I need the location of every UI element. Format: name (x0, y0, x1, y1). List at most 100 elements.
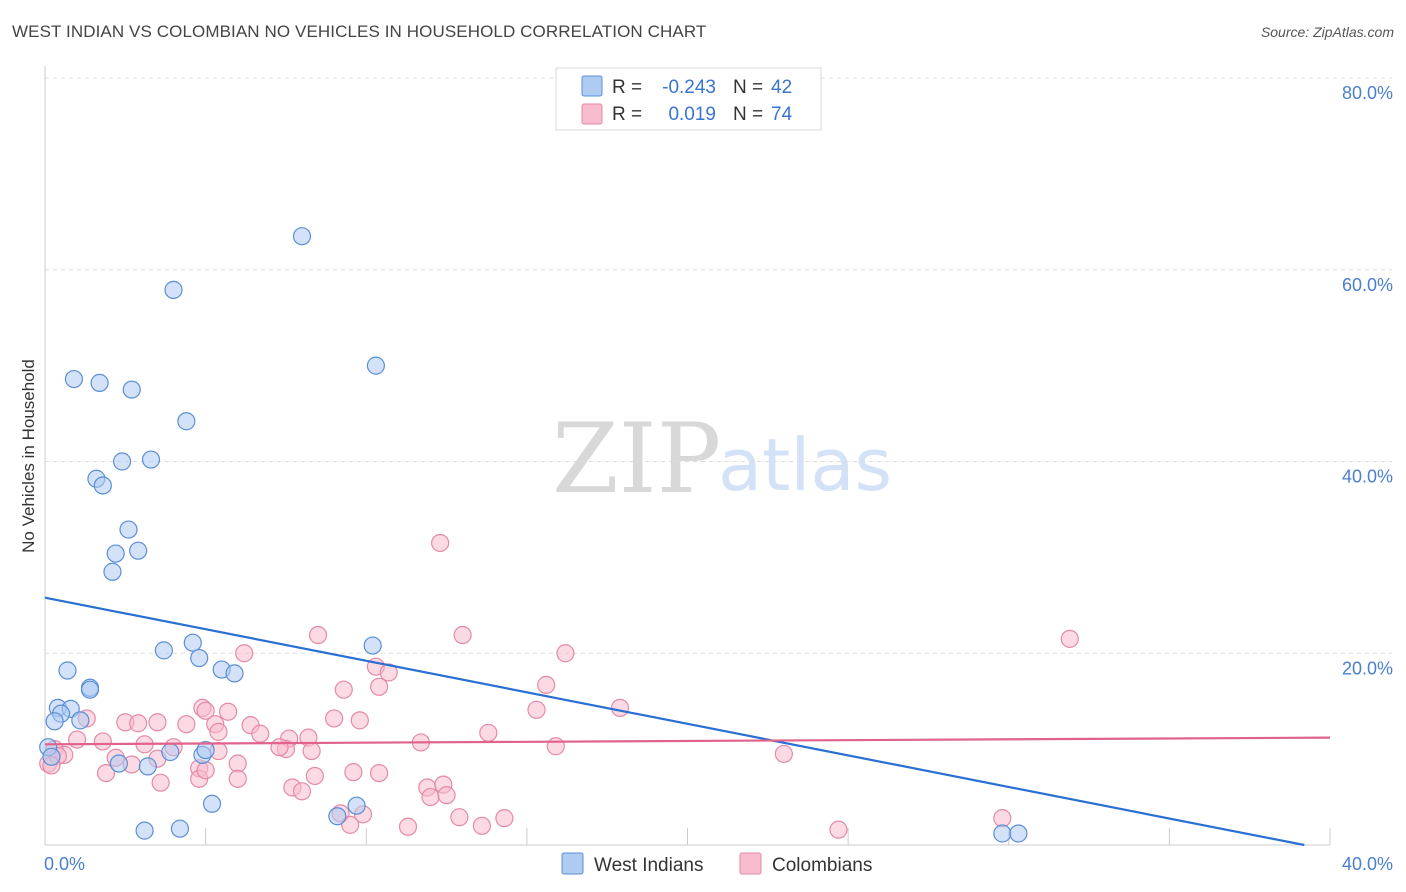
west-indian-point (103, 562, 122, 581)
y-tick-label: 80.0% (1342, 83, 1393, 103)
colombian-point (196, 761, 215, 780)
colombian-point (370, 677, 389, 696)
colombian-point (344, 763, 363, 782)
colombian-point (209, 722, 228, 741)
legend-n-label-pink: N = (733, 104, 763, 125)
colombian-point (370, 763, 389, 783)
west-indian-point (161, 742, 180, 762)
legend-swatch-pink (581, 103, 603, 125)
watermark: ZIP atlas (552, 403, 892, 515)
colombian-point (68, 730, 87, 749)
legend-r-label-pink: R = (612, 104, 642, 125)
colombian-point (527, 700, 546, 719)
legend-r-value-pink: 0.019 (668, 104, 716, 125)
legend-n-value-pink: 74 (771, 104, 793, 125)
legend-bottom-label-blue: West Indians (594, 855, 703, 876)
colombian-point (398, 817, 418, 836)
y-axis-label: No Vehicles in Household (19, 359, 38, 553)
west-indians-trend-line (44, 596, 1305, 847)
legend-bottom-swatch-blue (561, 852, 584, 875)
west-indian-point (202, 794, 222, 813)
source-label: Source: ZipAtlas.com (1260, 24, 1394, 40)
west-indian-point (119, 520, 138, 539)
west-indian-point (190, 648, 209, 668)
colombian-point (431, 533, 450, 553)
colombian-point (350, 711, 369, 730)
colombian-point (148, 713, 167, 732)
legend-bottom-swatch-pink (739, 852, 762, 875)
west-indian-point (90, 373, 109, 392)
colombian-point (308, 625, 328, 645)
west-indian-point (993, 824, 1012, 843)
legend-bottom: West Indians Colombians (561, 852, 872, 876)
colombian-point (228, 769, 247, 788)
colombian-point (479, 723, 498, 742)
west-indian-point (170, 819, 190, 838)
colombian-point (341, 815, 360, 834)
colombian-point (421, 787, 440, 807)
west-indian-point (64, 369, 84, 389)
west-indian-point (164, 280, 183, 299)
west-indian-point (58, 661, 77, 680)
colombian-point (177, 715, 196, 734)
west-indian-point (347, 796, 366, 815)
colombian-point (556, 644, 575, 663)
legend-n-label-blue: N = (733, 77, 763, 98)
chart-title: WEST INDIAN VS COLOMBIAN NO VEHICLES IN … (12, 22, 707, 41)
colombian-point (292, 782, 312, 801)
west-indian-point (106, 544, 125, 563)
colombian-point (379, 663, 398, 682)
west-indian-point (138, 757, 157, 776)
colombian-point (453, 625, 472, 645)
legend-n-value-blue: 42 (771, 77, 792, 98)
west-indian-point (80, 680, 100, 699)
colombian-point (129, 714, 148, 733)
grid (45, 77, 1392, 654)
west-indian-point (45, 712, 64, 731)
x-tick-label-max: 40.0% (1342, 854, 1393, 874)
colombian-point (472, 816, 491, 835)
colombians-trend-line (44, 736, 1331, 746)
colombian-point (829, 820, 848, 839)
west-indian-point (109, 754, 128, 773)
trend-lines (44, 596, 1331, 847)
west-indian-point (141, 450, 161, 469)
legend-r-value-blue: -0.243 (662, 77, 716, 98)
colombian-point (151, 773, 170, 792)
colombian-point (495, 809, 514, 828)
west-indian-point (122, 380, 141, 399)
west-indian-point (154, 641, 173, 660)
legend-r-label-blue: R = (612, 77, 642, 98)
colombian-point (251, 724, 270, 743)
colombian-point (334, 680, 353, 699)
colombian-point (93, 732, 112, 751)
y-tick-label: 60.0% (1342, 275, 1393, 295)
axes: 20.0% 40.0% 60.0% 80.0% 0.0% 40.0% (44, 66, 1393, 874)
y-tick-label: 20.0% (1342, 658, 1393, 678)
west-indian-point (292, 227, 312, 246)
colombian-point (774, 744, 793, 764)
colombian-point (302, 741, 321, 761)
colombian-point (325, 709, 344, 728)
west-indian-point (225, 664, 244, 683)
colombian-point (1060, 629, 1079, 648)
colombian-point (228, 754, 247, 773)
colombian-point (610, 698, 630, 717)
west-indian-point (177, 412, 196, 431)
colombian-point (219, 702, 238, 721)
colombian-point (546, 737, 565, 756)
colombian-point (437, 786, 456, 805)
west-indian-point (135, 821, 154, 840)
west-indian-point (71, 711, 90, 730)
west-indian-point (42, 747, 61, 766)
colombians-points (39, 533, 1079, 839)
colombian-point (196, 701, 215, 720)
legend-top: R = -0.243 N = 42 R = 0.019 N = 74 (555, 67, 822, 131)
west-indian-point (129, 541, 148, 560)
y-tick-label: 40.0% (1342, 467, 1393, 487)
colombian-point (270, 738, 289, 757)
west-indian-point (328, 807, 347, 826)
colombian-point (993, 809, 1012, 828)
watermark-zip: ZIP (552, 403, 721, 515)
